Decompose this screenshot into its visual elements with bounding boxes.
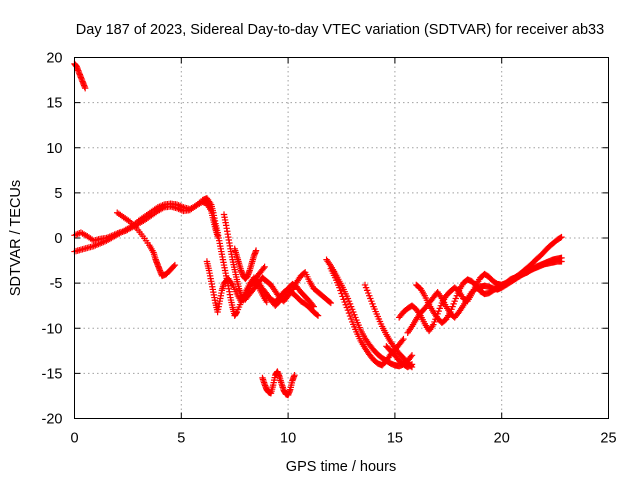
x-axis-label: GPS time / hours	[286, 459, 396, 475]
data-point	[336, 284, 343, 291]
data-point	[313, 311, 321, 318]
data-point	[557, 234, 564, 241]
y-tick-label: 15	[46, 96, 62, 112]
data-point	[400, 335, 407, 343]
data-point	[327, 299, 335, 307]
data-point	[408, 352, 416, 359]
x-tick-label: 20	[494, 431, 510, 447]
y-tick-label: -5	[50, 276, 63, 292]
data-point	[408, 361, 416, 368]
data-point	[171, 261, 179, 269]
data-point	[314, 312, 322, 319]
y-tick-label: 0	[54, 231, 62, 247]
data-point	[337, 287, 344, 294]
data-point	[407, 361, 415, 369]
series-s7	[220, 211, 268, 304]
x-tick-label: 0	[70, 431, 78, 447]
data-point	[263, 298, 270, 306]
data-point	[291, 371, 298, 379]
data-point	[338, 290, 345, 297]
series-s1	[71, 60, 89, 92]
series-s4	[114, 209, 179, 280]
y-axis-label: SDTVAR / TECUs	[8, 180, 24, 296]
data-point	[81, 84, 89, 92]
y-tick-label: -20	[42, 412, 63, 428]
data-point	[339, 293, 346, 300]
data-point	[558, 233, 565, 241]
data-point	[261, 263, 268, 271]
x-tick-label: 15	[387, 431, 403, 447]
plot-frame	[74, 57, 609, 419]
data-point	[347, 315, 355, 323]
series-s8	[231, 245, 260, 282]
series-s11	[259, 368, 298, 399]
x-tick-label: 10	[280, 431, 296, 447]
series-s3	[71, 198, 221, 255]
x-tick-labels: 0 5 10 15 20 25	[70, 431, 616, 447]
y-tick-label: 20	[46, 51, 62, 67]
data-point	[252, 247, 260, 254]
data-point	[345, 309, 353, 317]
data-point	[309, 302, 316, 309]
data-point	[399, 337, 406, 344]
data-points	[71, 60, 565, 399]
grid	[74, 57, 609, 419]
y-tick-label: -15	[42, 366, 63, 382]
chart-title: Day 187 of 2023, Sidereal Day-to-day VTE…	[76, 22, 604, 38]
series-s18	[383, 343, 416, 371]
data-point	[558, 258, 565, 265]
data-point	[326, 298, 333, 306]
series-s17	[413, 258, 565, 327]
y-tick-label: 5	[54, 186, 62, 202]
data-point	[346, 312, 354, 320]
y-tick-label: -10	[42, 321, 63, 337]
y-tick-label: 10	[46, 141, 62, 157]
data-point	[407, 353, 415, 360]
x-tick-label: 25	[600, 431, 616, 447]
x-tick-label: 5	[177, 431, 185, 447]
data-point	[260, 265, 267, 272]
series-s10	[263, 286, 322, 319]
data-point	[170, 263, 178, 270]
data-point	[344, 307, 352, 314]
y-tick-labels: -20 -15 -10 -5 0 5 10 15 20	[42, 51, 63, 428]
